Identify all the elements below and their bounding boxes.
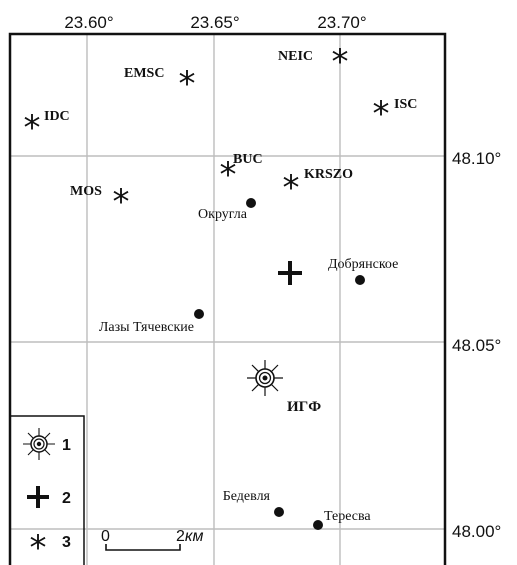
lon-tick-23-65: 23.65° <box>190 13 239 32</box>
legend-item-3: * 3 <box>30 528 72 565</box>
neic-epicenter: * NEIC <box>278 42 349 82</box>
igf-label: ИГФ <box>287 399 321 415</box>
lat-tick-48-00: 48.00° <box>452 522 501 541</box>
asterisk-icon: * <box>30 528 47 565</box>
scale-zero: 0 <box>101 528 110 545</box>
agency-label-isc: ISC <box>394 97 417 112</box>
asterisk-icon: * <box>179 64 196 104</box>
asterisk-icon: * <box>283 168 300 208</box>
legend-frame <box>10 415 85 565</box>
map-grid <box>10 34 445 565</box>
idc-epicenter: * IDC <box>24 108 70 148</box>
map-frame <box>8 32 447 565</box>
emsc-epicenter: * EMSC <box>124 64 196 104</box>
scale-number: 2 <box>176 528 185 545</box>
lat-tick-48-10: 48.10° <box>452 149 501 168</box>
settlements: Округла Добрянское Лазы Тячевские Бедевл… <box>99 198 398 530</box>
legend-number-3: 3 <box>62 534 71 551</box>
scale-bar: 0 2км <box>101 528 203 551</box>
legend: 1 2 * 3 <box>10 415 85 565</box>
settlement-label-lazy: Лазы Тячевские <box>99 320 194 335</box>
mos-epicenter: * MOS <box>70 182 130 222</box>
okrugla-dot <box>246 198 256 208</box>
scale-value: 2км <box>176 528 203 545</box>
settlement-label-dobryanskoe: Добрянское <box>328 257 398 272</box>
igf-epicenter: ИГФ <box>247 360 321 415</box>
bedevlya-dot <box>274 507 284 517</box>
settlement-label-okrugla: Округла <box>198 207 248 222</box>
lat-tick-48-05: 48.05° <box>452 336 501 355</box>
isc-epicenter: * ISC <box>373 94 418 134</box>
scale-line <box>105 544 181 551</box>
asterisk-icon: * <box>24 108 41 148</box>
krszo-epicenter: * KRSZO <box>283 167 354 208</box>
agency-label-idc: IDC <box>44 109 70 124</box>
sun-target-icon <box>23 428 55 460</box>
agency-label-emsc: EMSC <box>124 66 164 81</box>
cross-icon <box>278 261 302 285</box>
sun-target-icon <box>247 360 283 396</box>
buc-epicenter: * BUC <box>220 152 263 195</box>
asterisk-icon: * <box>373 94 390 134</box>
asterisk-icon: * <box>220 155 237 195</box>
agency-label-mos: MOS <box>70 184 102 199</box>
legend-number-1: 1 <box>62 437 71 454</box>
agency-epicenters: * IDC * EMSC * NEIC * ISC * MOS * BUC * … <box>24 42 418 222</box>
asterisk-icon: * <box>113 182 130 222</box>
settlement-label-teresva: Тересва <box>324 509 371 524</box>
scale-unit: км <box>185 528 204 545</box>
legend-number-2: 2 <box>62 490 71 507</box>
lon-tick-23-70: 23.70° <box>317 13 366 32</box>
dobryanskoe-dot <box>355 275 365 285</box>
asterisk-icon: * <box>332 42 349 82</box>
legend-item-1: 1 <box>23 428 71 460</box>
teresva-dot <box>313 520 323 530</box>
settlement-label-bedevlya: Бедевля <box>223 489 271 504</box>
agency-label-buc: BUC <box>233 152 263 167</box>
cross-icon <box>27 486 49 508</box>
legend-item-2: 2 <box>27 486 71 508</box>
lazy-dot <box>194 309 204 319</box>
agency-label-neic: NEIC <box>278 49 313 64</box>
lon-tick-23-60: 23.60° <box>64 13 113 32</box>
agency-label-krszo: KRSZO <box>304 167 353 182</box>
